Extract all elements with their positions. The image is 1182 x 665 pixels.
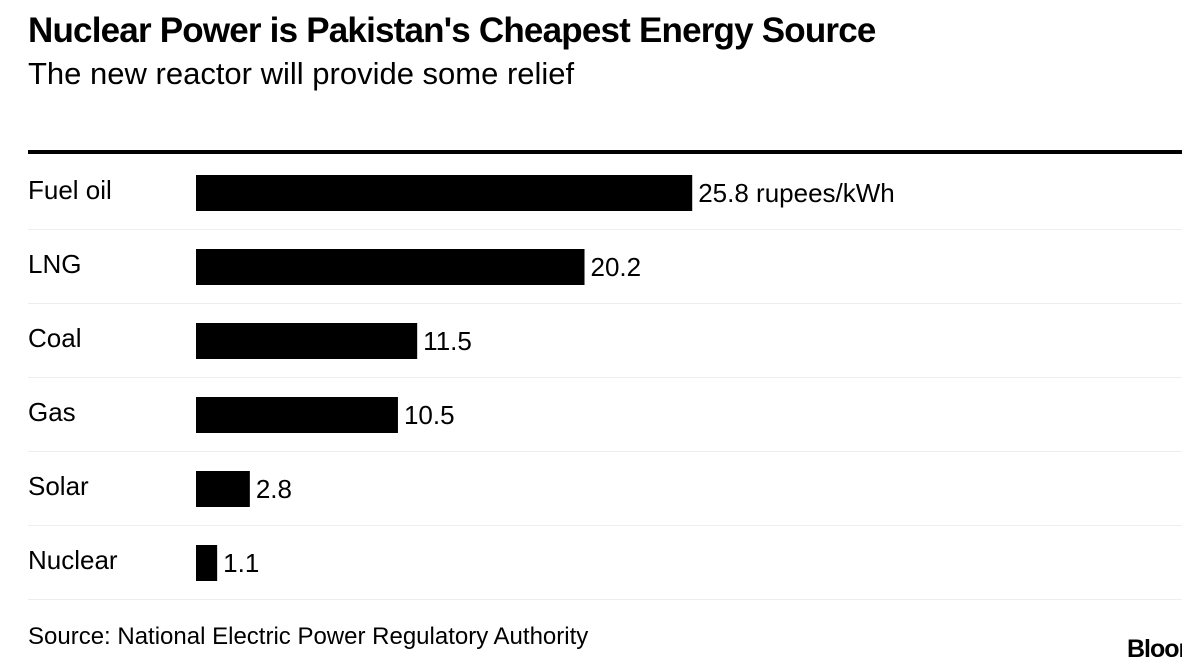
- bar: [196, 249, 585, 285]
- value-label: 11.5: [423, 326, 472, 356]
- value-label: 10.5: [404, 400, 455, 430]
- category-label: Fuel oil: [28, 175, 112, 205]
- category-label: LNG: [28, 249, 81, 279]
- bar: [196, 471, 250, 507]
- value-label: 1.1: [223, 548, 259, 578]
- bar: [196, 175, 693, 211]
- source-note: Source: National Electric Power Regulato…: [28, 623, 589, 650]
- top-rule: [28, 150, 1182, 154]
- category-label: Nuclear: [28, 545, 118, 575]
- bar: [196, 545, 218, 581]
- bloomberg-logo: Bloomberg: [1127, 635, 1182, 663]
- value-label: 25.8 rupees/kWh: [698, 178, 895, 208]
- chart-title: Nuclear Power is Pakistan's Cheapest Ene…: [28, 11, 876, 50]
- category-label: Solar: [28, 471, 89, 501]
- value-label: 20.2: [591, 252, 642, 282]
- category-label: Gas: [28, 397, 76, 427]
- chart-subtitle: The new reactor will provide some relief: [28, 56, 575, 91]
- bar: [196, 323, 418, 359]
- category-label: Coal: [28, 323, 81, 353]
- value-label: 2.8: [256, 474, 292, 504]
- bar: [196, 397, 398, 433]
